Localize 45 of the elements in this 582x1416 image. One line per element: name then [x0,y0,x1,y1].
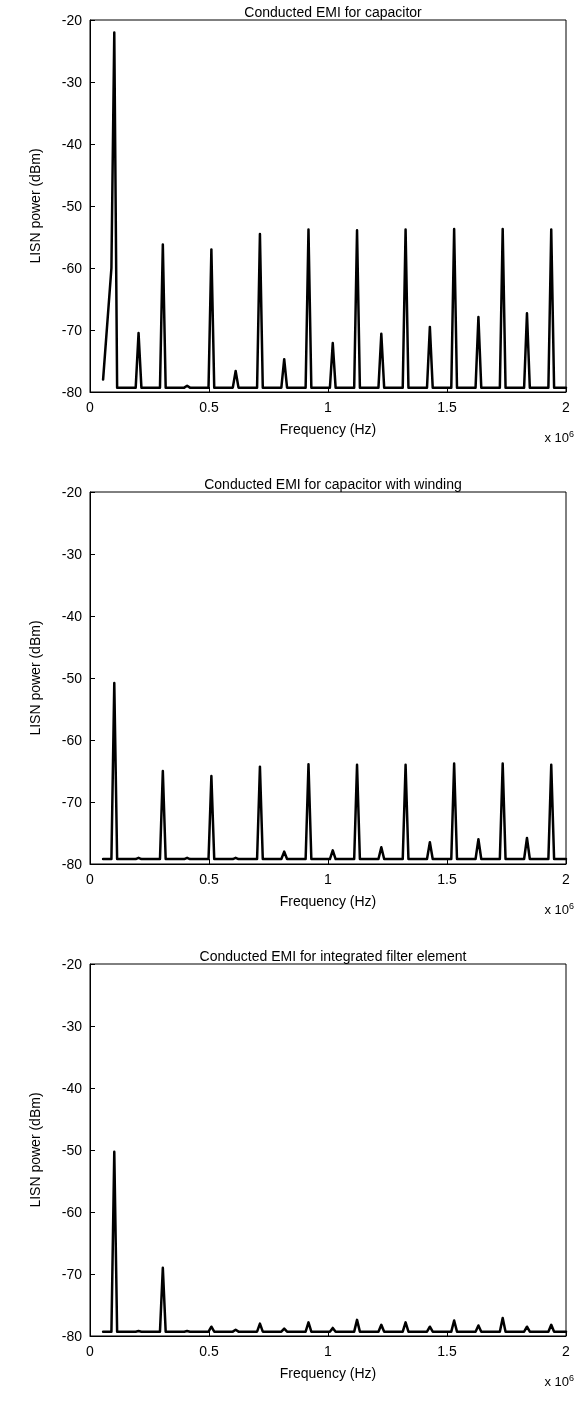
x-axis-title: Frequency (Hz) [279,1365,377,1381]
y-tick-label: -50 [61,1142,83,1158]
y-axis-title: LISN power (dBm) [27,620,43,736]
x-tick-label: 0.5 [199,1343,219,1359]
y-axis-title: LISN power (dBm) [27,1092,43,1208]
x-tick-label: 0 [86,399,95,415]
y-tick-label: -60 [61,732,83,748]
y-tick-label: -80 [61,856,83,872]
y-tick-label: -40 [61,1080,83,1096]
y-tick-label: -80 [61,384,83,400]
y-tick-label: -20 [61,956,83,972]
x-tick-label: 1.5 [437,1343,457,1359]
x-tick-label: 2 [562,871,571,887]
y-tick-label: -60 [61,1204,83,1220]
x-tick-label: 1 [324,871,333,887]
y-tick-label: -70 [61,322,83,338]
x-tick-label: 1.5 [437,399,457,415]
x-tick-label: 0 [86,1343,95,1359]
chart-title: Conducted EMI for integrated filter element [199,948,467,964]
y-tick-label: -40 [61,608,83,624]
chart-title: Conducted EMI for capacitor with winding [204,476,462,492]
chart-title: Conducted EMI for capacitor [244,4,423,20]
y-tick-label: -40 [61,136,83,152]
x-tick-label: 0.5 [199,399,219,415]
x-tick-label: 1 [324,399,333,415]
x-axis-title: Frequency (Hz) [279,421,377,437]
y-tick-label: -30 [61,546,83,562]
y-tick-label: -30 [61,74,83,90]
y-tick-label: -50 [61,198,83,214]
y-tick-label: -20 [61,484,83,500]
y-tick-label: -70 [61,794,83,810]
x-axis-title: Frequency (Hz) [279,893,377,909]
y-tick-label: -80 [61,1328,83,1344]
y-tick-label: -70 [61,1266,83,1282]
x-tick-label: 0 [86,871,95,887]
x-tick-label: 1.5 [437,871,457,887]
y-tick-label: -30 [61,1018,83,1034]
y-tick-label: -20 [61,12,83,28]
x-tick-label: 1 [324,1343,333,1359]
y-tick-label: -50 [61,670,83,686]
x-tick-label: 2 [562,399,571,415]
y-tick-label: -60 [61,260,83,276]
y-axis-title: LISN power (dBm) [27,148,43,264]
x-tick-label: 2 [562,1343,571,1359]
x-tick-label: 0.5 [199,871,219,887]
